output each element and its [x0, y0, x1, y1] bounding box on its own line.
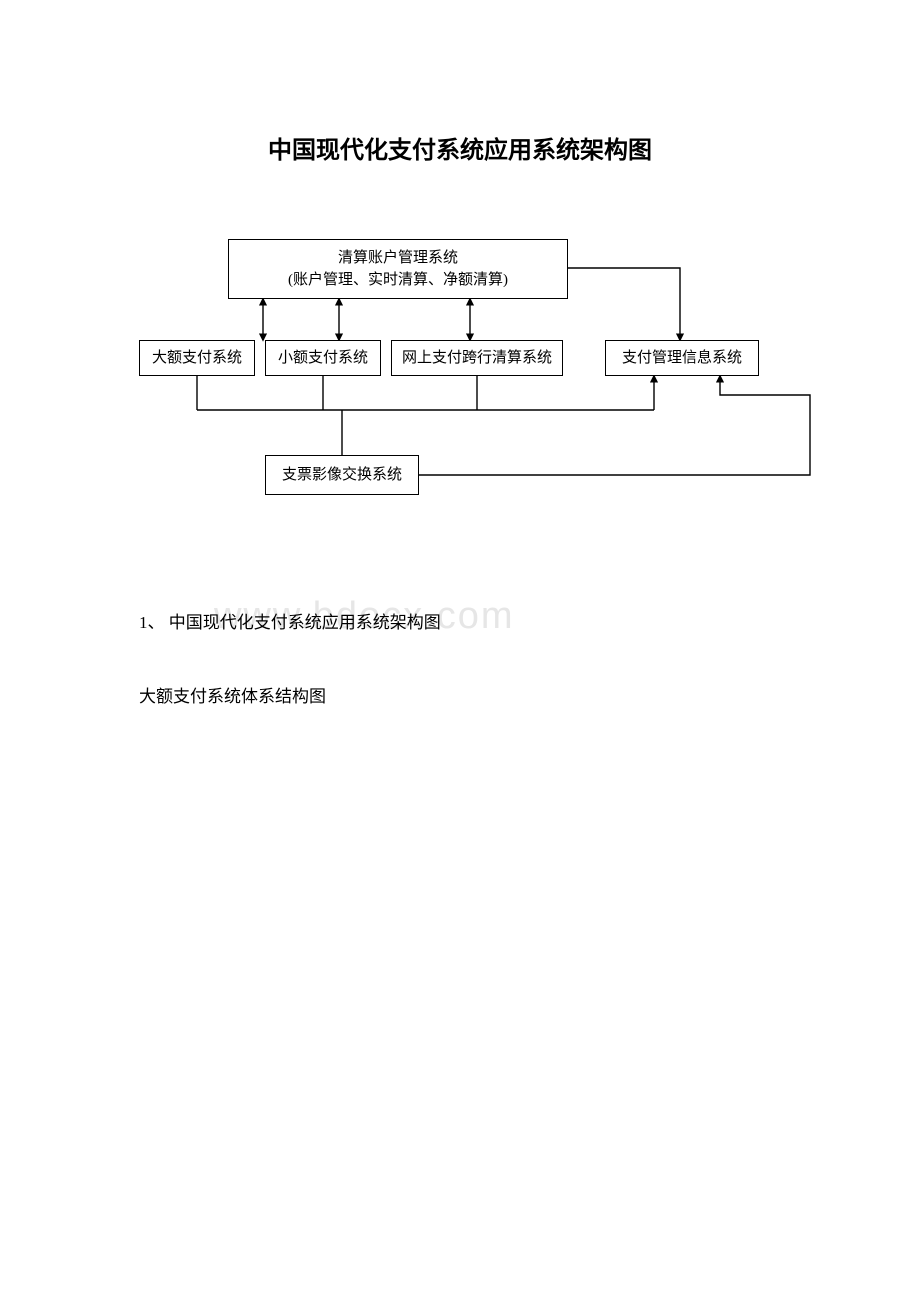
box-label: 支付管理信息系统: [622, 347, 742, 370]
architecture-diagram: 清算账户管理系统 (账户管理、实时清算、净额清算) 大额支付系统 小额支付系统 …: [0, 0, 920, 600]
diagram-connectors: [0, 0, 920, 600]
box-label: 小额支付系统: [278, 347, 368, 370]
subtitle-large-value: 大额支付系统体系结构图: [139, 682, 326, 707]
box-label: 大额支付系统: [152, 347, 242, 370]
box-cheque-image-exchange: 支票影像交换系统: [265, 455, 419, 495]
box-small-value-payment: 小额支付系统: [265, 340, 381, 376]
box-payment-mgmt-info: 支付管理信息系统: [605, 340, 759, 376]
box-label: 支票影像交换系统: [282, 464, 402, 487]
box-label-line1: 清算账户管理系统: [338, 247, 458, 270]
box-clearing-account-mgmt: 清算账户管理系统 (账户管理、实时清算、净额清算): [228, 239, 568, 299]
box-online-interbank-clearing: 网上支付跨行清算系统: [391, 340, 563, 376]
box-label: 网上支付跨行清算系统: [402, 347, 552, 370]
list-item-1: 1、 中国现代化支付系统应用系统架构图: [139, 608, 441, 633]
box-label-line2: (账户管理、实时清算、净额清算): [288, 269, 508, 292]
box-large-value-payment: 大额支付系统: [139, 340, 255, 376]
